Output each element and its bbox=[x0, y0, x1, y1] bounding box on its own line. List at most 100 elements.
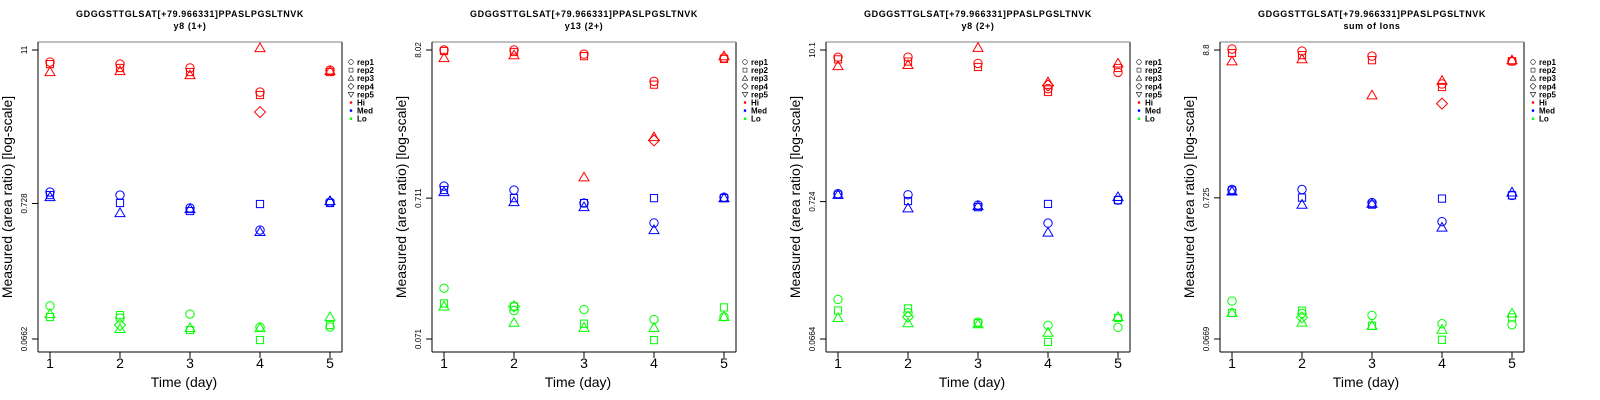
series-lo-rep3 bbox=[438, 300, 730, 332]
data-point bbox=[833, 294, 843, 305]
data-point bbox=[1043, 320, 1053, 330]
chart-panel: GDGGSTTGLSAT[+79.966331]PPASLPGSLTNVK y13… bbox=[393, 9, 768, 390]
data-point bbox=[578, 321, 590, 332]
data-point bbox=[1112, 310, 1124, 321]
legend-swatch bbox=[348, 59, 354, 65]
legend-label: Hi bbox=[1145, 99, 1153, 108]
data-point bbox=[115, 190, 125, 200]
data-point bbox=[1297, 184, 1307, 195]
legend-label: rep3 bbox=[1539, 74, 1556, 83]
series-hi-rep3 bbox=[438, 49, 730, 182]
y-tick-label: 11 bbox=[20, 45, 29, 54]
data-point bbox=[45, 187, 55, 197]
legend-swatch bbox=[349, 109, 353, 112]
data-point bbox=[1297, 308, 1307, 319]
x-tick-label: 1 bbox=[1228, 355, 1236, 371]
series-lo-rep4 bbox=[901, 310, 915, 324]
legend-label: rep5 bbox=[751, 90, 768, 99]
data-point bbox=[115, 198, 125, 208]
data-point bbox=[649, 80, 659, 89]
series-lo-rep2 bbox=[45, 311, 335, 345]
data-point bbox=[1437, 319, 1447, 329]
data-point bbox=[579, 319, 589, 328]
data-point bbox=[1297, 193, 1307, 202]
data-point bbox=[719, 54, 729, 64]
x-tick-label: 5 bbox=[720, 355, 728, 371]
series-lo-rep4 bbox=[507, 300, 521, 313]
legend-swatch bbox=[743, 101, 747, 104]
data-point bbox=[253, 105, 267, 119]
data-point bbox=[1227, 44, 1237, 54]
legend-square-icon bbox=[348, 67, 354, 73]
legend-swatch bbox=[1136, 67, 1142, 73]
legend-triangle-down-icon bbox=[1529, 92, 1537, 98]
data-point bbox=[903, 190, 913, 200]
data-point bbox=[184, 69, 196, 80]
data-point bbox=[255, 199, 265, 209]
data-point bbox=[1297, 51, 1307, 60]
data-point bbox=[1366, 319, 1378, 330]
series-hi-rep3 bbox=[44, 41, 336, 80]
data-point bbox=[324, 64, 336, 76]
series-med-rep1 bbox=[439, 181, 729, 228]
data-point bbox=[1436, 221, 1448, 232]
x-tick-label: 2 bbox=[904, 355, 912, 371]
chart-subtitle: y13 (2+) bbox=[565, 21, 604, 31]
legend-swatch bbox=[1531, 109, 1535, 112]
data-point bbox=[115, 59, 125, 69]
data-point bbox=[509, 305, 519, 316]
legend-diamond-icon bbox=[741, 82, 749, 90]
data-point bbox=[184, 203, 196, 214]
y-tick-label: 0.0669 bbox=[1202, 326, 1211, 351]
legend-label: rep1 bbox=[1539, 58, 1556, 67]
data-point bbox=[1226, 306, 1238, 317]
data-point bbox=[1507, 56, 1517, 66]
legend-swatch bbox=[1530, 59, 1536, 65]
data-point bbox=[509, 302, 519, 311]
data-point bbox=[1437, 82, 1447, 92]
data-point bbox=[1437, 216, 1447, 227]
chart-panel: GDGGSTTGLSAT[+79.966331]PPASLPGSLTNVK sum… bbox=[1181, 9, 1556, 390]
x-tick-label: 3 bbox=[1368, 355, 1376, 371]
x-tick-label: 5 bbox=[1508, 355, 1516, 371]
legend-swatch bbox=[347, 74, 355, 81]
data-point bbox=[1226, 55, 1238, 66]
series-med-rep1 bbox=[833, 189, 1123, 228]
chart-subtitle: y8 (1+) bbox=[174, 21, 207, 31]
data-point bbox=[903, 57, 913, 66]
legend-label: Lo bbox=[1539, 115, 1549, 124]
legend-swatch bbox=[742, 67, 748, 73]
x-tick-label: 3 bbox=[974, 355, 982, 371]
data-point bbox=[115, 313, 125, 323]
series-lo-rep2 bbox=[1227, 306, 1517, 344]
data-point bbox=[324, 195, 336, 206]
legend-label: rep2 bbox=[1539, 66, 1556, 75]
legend-swatch bbox=[1137, 109, 1141, 112]
data-point bbox=[1367, 56, 1377, 65]
chart-title: GDGGSTTGLSAT[+79.966331]PPASLPGSLTNVK bbox=[864, 9, 1092, 19]
data-point bbox=[115, 63, 125, 73]
data-point bbox=[903, 196, 913, 206]
legend-swatch bbox=[1136, 59, 1142, 65]
legend-circle-icon bbox=[1530, 59, 1536, 65]
series-lo-rep2 bbox=[439, 299, 729, 345]
legend-label: rep4 bbox=[357, 82, 374, 91]
data-point bbox=[114, 322, 126, 334]
data-point bbox=[185, 67, 195, 77]
data-point bbox=[972, 200, 984, 211]
legend-diamond-icon bbox=[1529, 82, 1537, 90]
data-point bbox=[1506, 307, 1518, 318]
data-point bbox=[1366, 197, 1378, 208]
legend-label: rep5 bbox=[357, 90, 374, 99]
x-tick-label: 4 bbox=[650, 355, 658, 371]
series-hi-rep1 bbox=[833, 52, 1123, 94]
data-point bbox=[438, 51, 450, 63]
legend-label: rep1 bbox=[751, 58, 768, 67]
data-point bbox=[1296, 198, 1308, 209]
data-point bbox=[1042, 326, 1054, 337]
legend-swatch bbox=[743, 117, 747, 120]
legend-label: rep2 bbox=[1145, 66, 1162, 75]
